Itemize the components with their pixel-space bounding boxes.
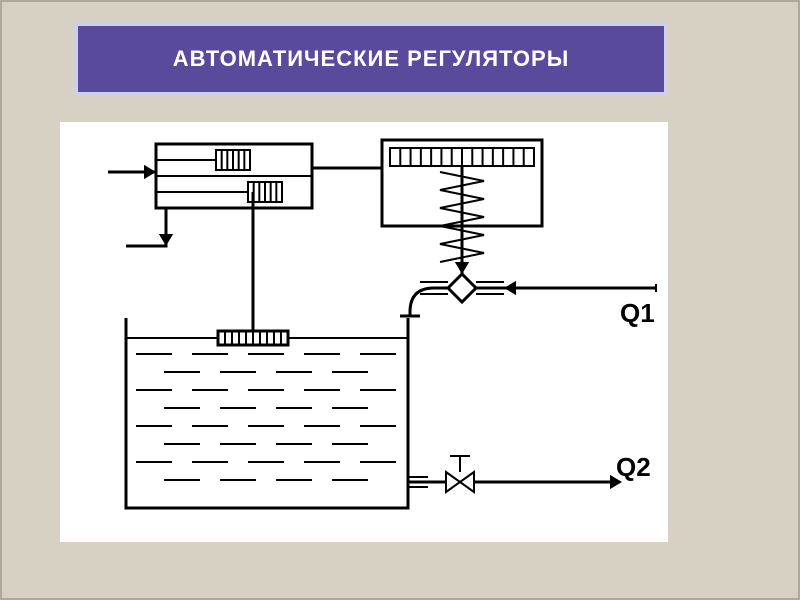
slide-background: АВТОМАТИЧЕСКИЕ РЕГУЛЯТОРЫ Q1 Q2 [0, 0, 800, 600]
label-q1: Q1 [620, 298, 655, 329]
label-q2: Q2 [616, 452, 651, 483]
title-text: АВТОМАТИЧЕСКИЕ РЕГУЛЯТОРЫ [173, 46, 570, 72]
diagram-container [58, 120, 670, 544]
title-bar: АВТОМАТИЧЕСКИЕ РЕГУЛЯТОРЫ [74, 22, 668, 96]
diagram-svg [60, 122, 672, 546]
